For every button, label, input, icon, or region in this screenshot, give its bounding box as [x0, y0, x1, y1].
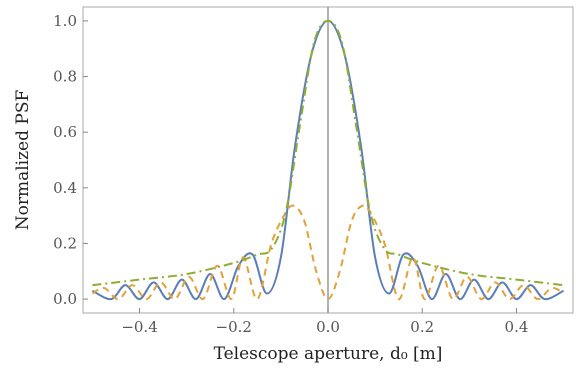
y-tick-label: 0.0: [53, 290, 77, 308]
y-tick-label: 0.4: [53, 179, 77, 197]
x-tick-label: 0.0: [316, 318, 340, 336]
x-tick-label: 0.2: [410, 318, 434, 336]
x-tick-label: 0.4: [505, 318, 529, 336]
series-layer: [91, 19, 565, 301]
x-axis: −0.4 −0.2 0.0 0.2 0.4: [121, 308, 528, 336]
y-tick-label: 0.8: [53, 68, 77, 86]
y-tick-label: 1.0: [53, 12, 77, 30]
series-line-2: [91, 204, 565, 301]
y-axis: 0.0 0.2 0.4 0.6 0.8 1.0: [53, 12, 88, 308]
series-line-3: [92, 19, 564, 287]
y-tick-label: 0.2: [53, 234, 77, 252]
x-axis-title: Telescope aperture, d₀ [m]: [214, 344, 443, 364]
y-axis-title: Normalized PSF: [13, 90, 33, 231]
x-tick-label: −0.4: [121, 318, 157, 336]
x-tick-label: −0.2: [216, 318, 252, 336]
y-tick-label: 0.6: [53, 123, 77, 141]
